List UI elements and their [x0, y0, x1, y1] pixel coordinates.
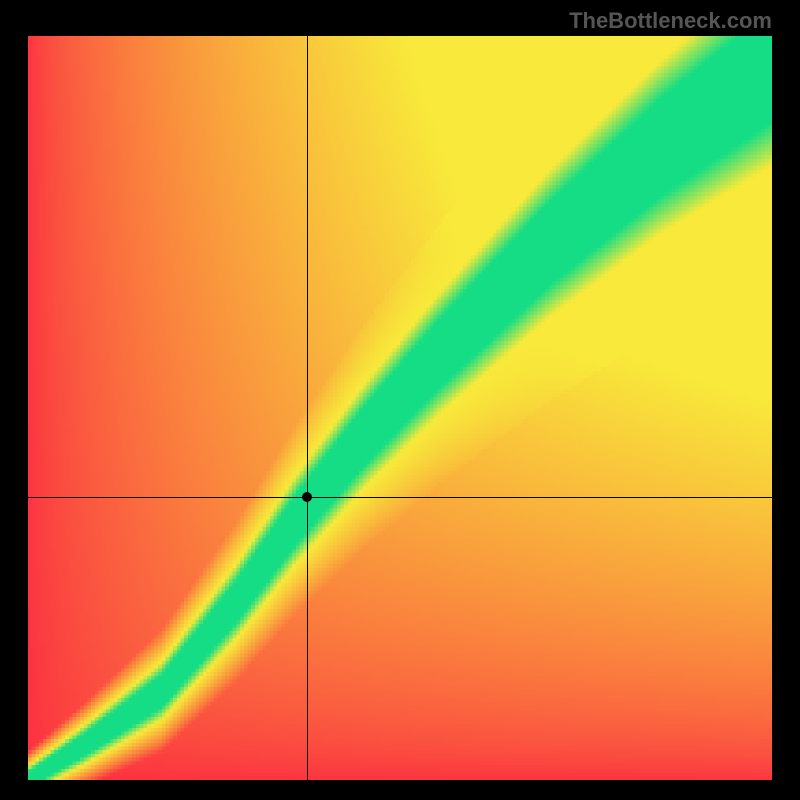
crosshair-vertical	[307, 36, 308, 780]
chart-container: TheBottleneck.com	[0, 0, 800, 800]
plot-area	[28, 36, 772, 780]
watermark-text: TheBottleneck.com	[569, 8, 772, 34]
heatmap-canvas	[28, 36, 772, 780]
crosshair-horizontal	[28, 497, 772, 498]
crosshair-marker	[302, 492, 312, 502]
